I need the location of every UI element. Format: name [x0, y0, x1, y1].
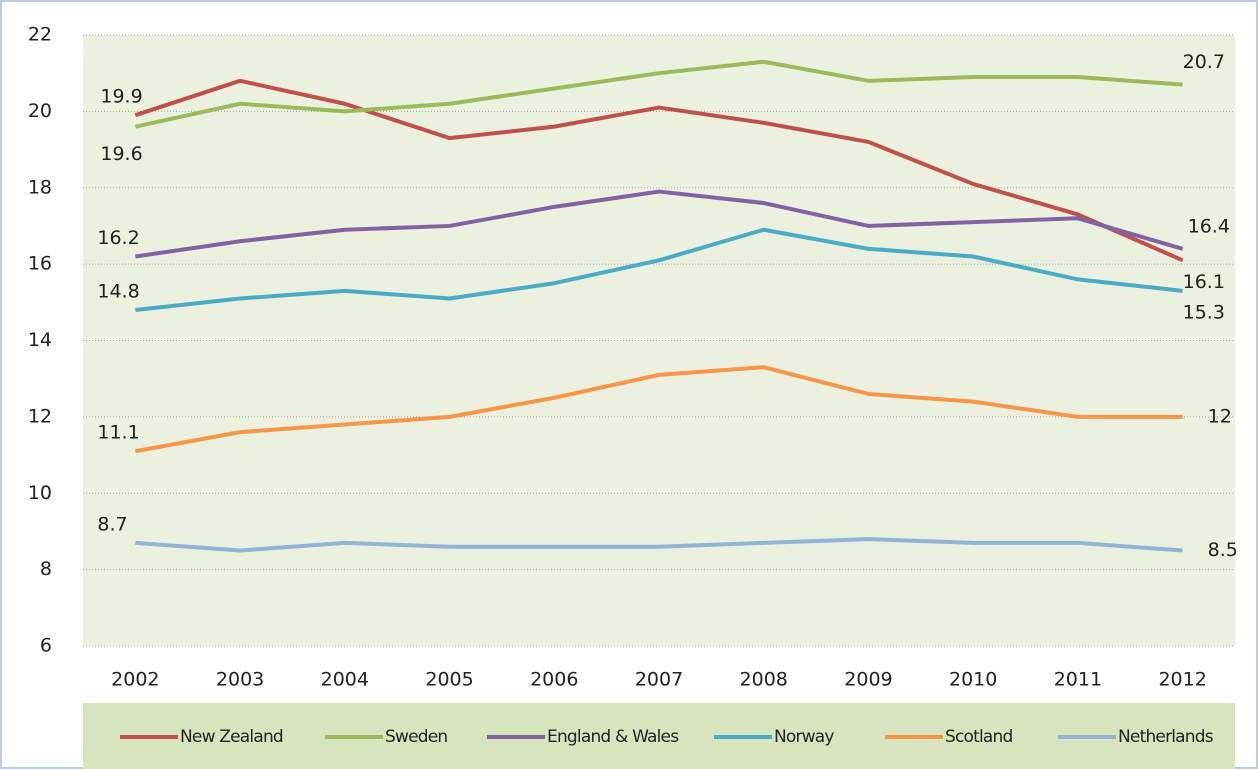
- x-tick-label: 2005: [425, 669, 473, 691]
- x-tick-label: 2012: [1158, 669, 1206, 691]
- y-tick-label: 6: [40, 635, 52, 657]
- legend-label: Norway: [774, 727, 834, 747]
- series-line: [134, 78, 1184, 263]
- y-tick-label: 18: [28, 176, 52, 198]
- y-tick-label: 12: [28, 405, 52, 427]
- legend: New Zealand Sweden England & Wales Norway Sc…: [120, 727, 1215, 747]
- x-tick-label: 2011: [1054, 669, 1102, 691]
- legend-label: Scotland: [945, 727, 1013, 747]
- legend-label: Sweden: [385, 727, 447, 747]
- data-label: 16.4: [1188, 215, 1230, 237]
- x-tick-label: 2009: [844, 669, 892, 691]
- y-tick-label: 22: [28, 24, 52, 46]
- data-label: 20.7: [1183, 51, 1225, 73]
- data-label: 8.7: [97, 513, 127, 535]
- y-tick-label: 14: [28, 329, 52, 351]
- x-tick-label: 2006: [530, 669, 578, 691]
- x-tick-label: 2008: [740, 669, 788, 691]
- legend-label: Netherlands: [1118, 727, 1214, 747]
- legend-box: [83, 703, 1235, 769]
- series-line: [135, 537, 1183, 553]
- data-label: 19.6: [100, 143, 142, 165]
- y-tick-label: 20: [28, 100, 52, 122]
- legend-label: England & Wales: [547, 727, 679, 747]
- y-tick-label: 8: [40, 558, 52, 580]
- data-label: 19.9: [100, 86, 142, 108]
- series-line: [135, 365, 1183, 454]
- data-label: 16.2: [97, 227, 139, 249]
- x-tick-label: 2010: [949, 669, 997, 691]
- legend-label: New Zealand: [180, 727, 283, 747]
- series-line: [134, 59, 1183, 129]
- data-label: 16.1: [1183, 271, 1225, 293]
- data-label: 12: [1208, 405, 1232, 427]
- x-tick-label: 2002: [111, 669, 159, 691]
- y-tick-label: 16: [28, 253, 52, 275]
- x-tick-label: 2003: [216, 669, 264, 691]
- data-label: 8.5: [1208, 539, 1238, 561]
- series-line: [135, 227, 1183, 312]
- y-tick-label: 10: [28, 482, 52, 504]
- x-tick-label: 2004: [321, 669, 369, 691]
- data-label: 14.8: [97, 280, 139, 302]
- series-line: [135, 189, 1184, 259]
- data-label: 15.3: [1183, 301, 1225, 323]
- data-label: 11.1: [97, 422, 139, 444]
- x-tick-label: 2007: [635, 669, 683, 691]
